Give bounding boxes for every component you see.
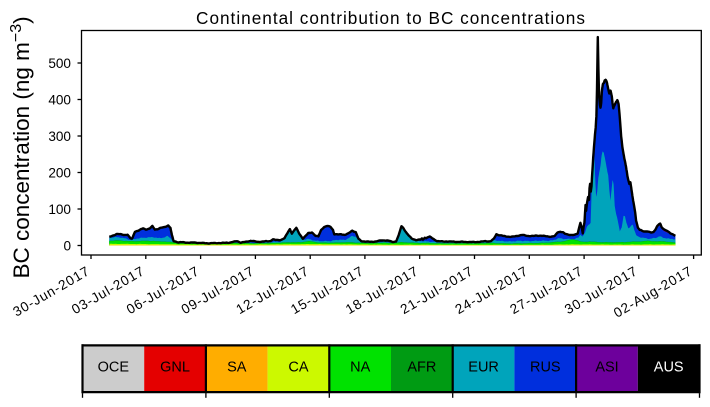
svg-text:EUR: EUR [468,360,499,376]
svg-text:OCE: OCE [98,360,130,376]
svg-text:ASI: ASI [595,360,618,376]
svg-text:BC concentration (ng m−3): BC concentration (ng m−3) [8,16,34,278]
svg-text:500: 500 [48,56,71,71]
svg-text:200: 200 [48,165,71,180]
svg-text:CA: CA [288,360,308,376]
svg-text:GNL: GNL [160,360,190,376]
svg-text:300: 300 [48,129,71,144]
svg-text:0: 0 [63,238,71,253]
svg-text:Continental contribution to BC: Continental contribution to BC concentra… [196,8,586,28]
svg-text:NA: NA [350,360,370,376]
svg-text:SA: SA [227,360,247,376]
svg-text:AUS: AUS [654,360,684,376]
svg-text:400: 400 [48,92,71,107]
svg-text:AFR: AFR [407,360,436,376]
svg-text:RUS: RUS [530,360,561,376]
svg-text:100: 100 [48,202,71,217]
